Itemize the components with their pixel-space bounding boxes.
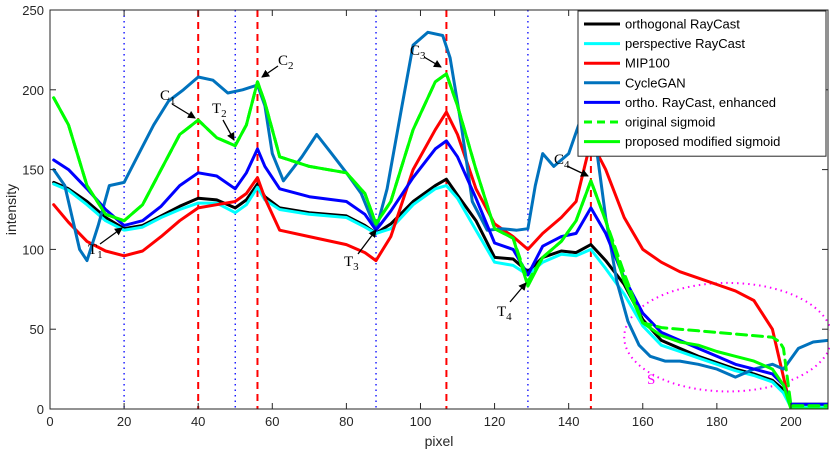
axes: 0 20 40 60 80 100 120 140 160 180 200 0 50 100 150 200 2… bbox=[3, 3, 829, 449]
y-tick-label: 200 bbox=[22, 83, 44, 98]
annotation-arrow bbox=[99, 227, 123, 245]
legend-label: CycleGAN bbox=[625, 75, 686, 90]
region-s bbox=[623, 281, 830, 393]
annotation-label: C2 bbox=[278, 53, 294, 72]
x-tick-label: 160 bbox=[632, 414, 654, 429]
y-tick-label: 0 bbox=[37, 402, 44, 417]
annotation-label: T4 bbox=[497, 304, 512, 323]
y-tick-label: 50 bbox=[30, 322, 44, 337]
x-tick-label: 60 bbox=[265, 414, 279, 429]
series-group bbox=[52, 30, 828, 409]
annotation-label: S bbox=[647, 372, 655, 388]
x-tick-label: 120 bbox=[484, 414, 506, 429]
annotation-label: C1 bbox=[160, 88, 176, 107]
annotation-arrow bbox=[261, 65, 279, 78]
x-tick-label: 0 bbox=[46, 414, 53, 429]
legend-label: perspective RayCast bbox=[625, 36, 745, 51]
legend: orthogonal RayCast perspective RayCast MIP… bbox=[577, 10, 827, 157]
legend-label: MIP100 bbox=[625, 56, 670, 71]
annotation-arrow bbox=[357, 229, 377, 255]
x-tick-label: 180 bbox=[706, 414, 728, 429]
x-tick-label: 40 bbox=[191, 414, 205, 429]
legend-label: orthogonal RayCast bbox=[625, 17, 740, 32]
x-axis-label: pixel bbox=[425, 433, 454, 449]
legend-label: proposed modified sigmoid bbox=[625, 134, 780, 149]
y-tick-label: 250 bbox=[22, 3, 44, 18]
legend-label: original sigmoid bbox=[625, 115, 715, 130]
region-ellipse bbox=[623, 281, 830, 393]
series-line bbox=[52, 72, 828, 409]
annotation-arrow bbox=[222, 119, 235, 141]
x-tick-label: 20 bbox=[117, 414, 131, 429]
series-line bbox=[52, 110, 828, 409]
x-tick-label: 80 bbox=[339, 414, 353, 429]
annotation-arrow bbox=[566, 165, 589, 177]
annotation-label: C4 bbox=[554, 152, 570, 171]
y-axis-label: intensity bbox=[3, 184, 19, 235]
legend-label: ortho. RayCast, enhanced bbox=[625, 95, 776, 110]
x-tick-label: 140 bbox=[558, 414, 580, 429]
y-tick-label: 150 bbox=[22, 163, 44, 178]
annotation-label: T2 bbox=[212, 101, 227, 120]
annotations: C1 T2 C2 C3 C4 T1 T3 T4 S bbox=[88, 43, 655, 388]
annotation-arrow bbox=[171, 103, 196, 119]
annotation-arrow bbox=[509, 282, 527, 303]
series-line bbox=[52, 182, 828, 409]
x-tick-label: 200 bbox=[780, 414, 802, 429]
annotation-label: C3 bbox=[410, 43, 426, 62]
series-line bbox=[52, 177, 828, 406]
annotation-label: T1 bbox=[88, 242, 103, 261]
y-tick-label: 100 bbox=[22, 242, 44, 257]
x-tick-label: 100 bbox=[410, 414, 432, 429]
annotation-label: T3 bbox=[344, 254, 359, 273]
series-line bbox=[52, 139, 828, 406]
annotation-arrow bbox=[423, 56, 442, 68]
series-line bbox=[52, 30, 828, 379]
plot-frame bbox=[49, 9, 829, 410]
